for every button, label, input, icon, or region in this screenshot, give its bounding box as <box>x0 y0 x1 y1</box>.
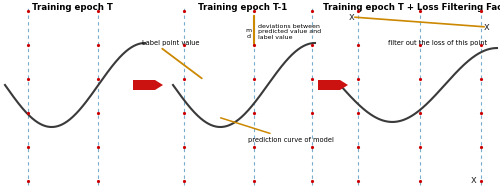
Text: filter out the loss of this point: filter out the loss of this point <box>388 40 487 46</box>
Text: m: m <box>245 27 251 33</box>
Text: x: x <box>484 22 490 32</box>
Text: Training epoch T + Loss Filtering Factor: Training epoch T + Loss Filtering Factor <box>323 3 500 12</box>
Text: d: d <box>247 35 251 40</box>
Text: Training epoch T-1: Training epoch T-1 <box>198 3 288 12</box>
Text: Label point value: Label point value <box>142 40 200 46</box>
Text: deviations between
predicted value and
label value: deviations between predicted value and l… <box>258 24 321 40</box>
Text: prediction curve of model: prediction curve of model <box>220 118 334 143</box>
Text: x: x <box>349 12 355 22</box>
Text: Training epoch T: Training epoch T <box>32 3 112 12</box>
FancyArrow shape <box>318 80 348 90</box>
Text: x: x <box>471 175 477 185</box>
FancyArrow shape <box>133 80 163 90</box>
